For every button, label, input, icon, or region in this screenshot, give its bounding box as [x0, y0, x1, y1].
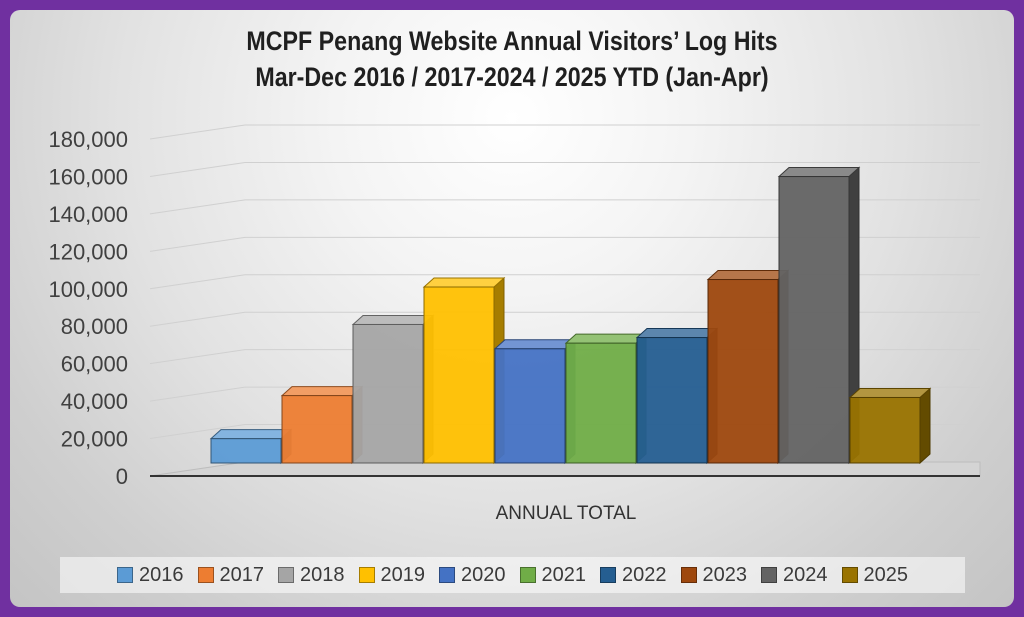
legend-label: 2024	[783, 563, 828, 586]
bar-top	[209, 429, 293, 440]
gridline-depth	[149, 161, 246, 177]
legend-item-2016: 2016	[117, 564, 184, 587]
legend-swatch	[439, 567, 455, 583]
bar-top	[422, 277, 506, 288]
legend-swatch	[761, 567, 777, 583]
bar-2020	[494, 348, 566, 464]
bar-2024	[778, 176, 850, 464]
y-tick-label: 20,000	[61, 427, 128, 452]
bar-2017	[281, 395, 353, 464]
bar-2025	[849, 396, 921, 464]
legend-item-2017: 2017	[197, 563, 265, 587]
legend-label: 2020	[461, 563, 506, 586]
chart-subtitle: Mar-Dec 2016 / 2017-2024 / 2025 YTD (Jan…	[255, 62, 769, 92]
legend-item-2022: 2022	[600, 564, 667, 587]
legend-swatch	[519, 567, 536, 583]
legend-label: 2017	[219, 563, 265, 586]
y-tick-label: 40,000	[61, 389, 128, 414]
y-tick-label: 0	[116, 464, 128, 489]
bar-top	[280, 386, 364, 397]
gridline-depth	[149, 386, 246, 402]
legend-swatch	[680, 567, 697, 583]
legend-label: 2019	[380, 563, 426, 586]
legend-label: 2018	[300, 563, 345, 586]
legend-item-2019: 2019	[358, 563, 426, 587]
gridline-depth	[149, 199, 246, 215]
chart-legend: 2016 2017 2018 2019 2020 2021 2022 2023 2024 2025	[60, 557, 965, 593]
x-category-label: ANNUAL TOTAL	[496, 503, 637, 524]
y-tick-label: 160,000	[48, 164, 128, 189]
bar-2023	[707, 279, 779, 464]
bar-2016	[210, 438, 282, 464]
legend-swatch	[117, 567, 133, 583]
legend-item-2025: 2025	[841, 563, 909, 587]
gridline-depth	[149, 124, 246, 140]
bar-2022	[636, 337, 708, 464]
bar-top	[351, 314, 435, 325]
bar-top	[777, 167, 861, 178]
gridline-depth	[149, 236, 246, 252]
gridline-depth	[149, 311, 246, 327]
legend-label: 2021	[541, 563, 587, 586]
legend-swatch	[841, 567, 858, 583]
bar-top	[848, 387, 932, 398]
legend-item-2021: 2021	[519, 563, 587, 587]
bar-2018	[352, 323, 424, 464]
legend-item-2020: 2020	[439, 564, 506, 587]
bar-top	[706, 270, 790, 281]
gridline-depth	[149, 349, 246, 365]
y-tick-label: 100,000	[48, 277, 128, 302]
y-tick-label: 120,000	[48, 239, 128, 264]
gridline-depth	[149, 274, 246, 290]
bar-side	[919, 387, 931, 465]
legend-label: 2022	[622, 563, 667, 586]
legend-item-2023: 2023	[680, 563, 748, 587]
floor	[149, 461, 981, 477]
bar-2021	[565, 342, 637, 464]
legend-item-2018: 2018	[278, 564, 345, 587]
y-tick-label: 80,000	[61, 314, 128, 339]
legend-swatch	[278, 567, 294, 583]
legend-swatch	[358, 567, 375, 583]
bar-2019	[423, 286, 495, 464]
gridline-depth	[149, 424, 246, 440]
y-tick-label: 60,000	[61, 352, 128, 377]
chart-title: MCPF Penang Website Annual Visitors’ Log…	[246, 26, 778, 56]
bar-top	[493, 339, 577, 350]
bar-top	[564, 333, 648, 344]
legend-label: 2016	[139, 563, 184, 586]
legend-swatch	[197, 567, 214, 583]
legend-item-2024: 2024	[761, 564, 828, 587]
legend-swatch	[600, 567, 616, 583]
legend-label: 2023	[702, 563, 748, 586]
y-tick-label: 180,000	[48, 127, 128, 152]
y-tick-label: 140,000	[48, 202, 128, 227]
legend-label: 2025	[863, 563, 909, 586]
bar-top	[635, 328, 719, 339]
